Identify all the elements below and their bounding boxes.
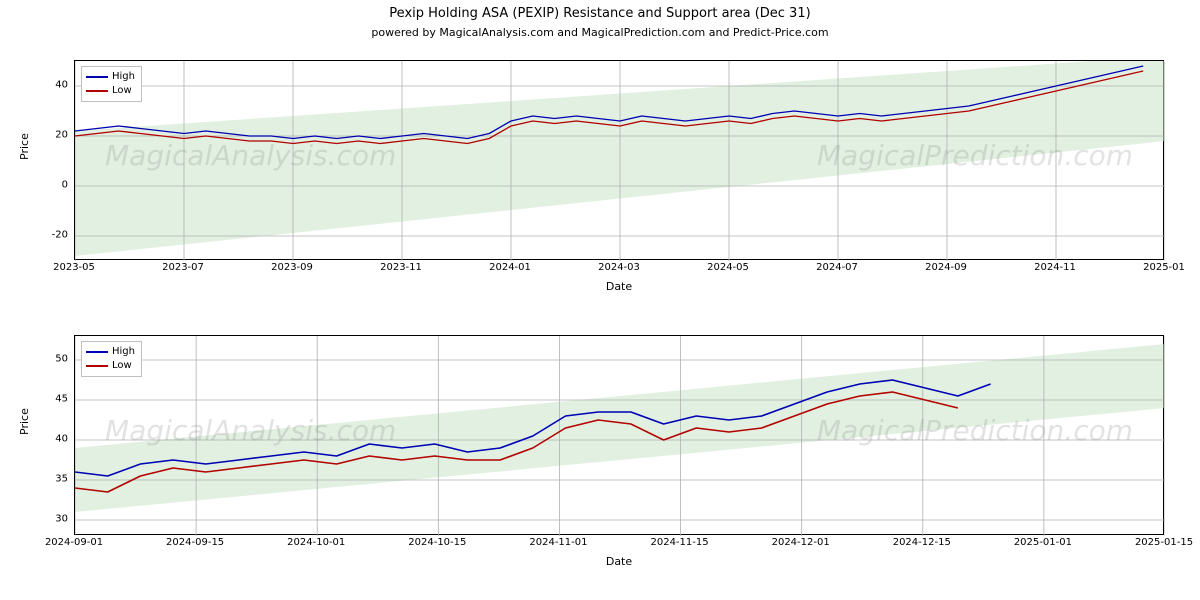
legend-item-high-2: High (86, 345, 135, 359)
figure-subtitle: powered by MagicalAnalysis.com and Magic… (0, 26, 1200, 39)
ytick-label: 30 (55, 514, 68, 525)
xtick-label: 2025-01-01 (1014, 537, 1072, 548)
xtick-label: 2025-01 (1143, 262, 1185, 273)
legend-swatch-low (86, 90, 108, 92)
xtick-label: 2024-11-01 (529, 537, 587, 548)
xtick-label: 2024-12-15 (893, 537, 951, 548)
legend-swatch-high (86, 76, 108, 78)
ytick-label: 35 (55, 474, 68, 485)
ytick-label: 45 (55, 394, 68, 405)
ytick-label: -20 (52, 230, 68, 241)
bottom-chart: MagicalAnalysis.com MagicalPrediction.co… (74, 335, 1164, 535)
xtick-label: 2024-10-15 (408, 537, 466, 548)
bottom-legend: High Low (81, 341, 142, 377)
figure-title: Pexip Holding ASA (PEXIP) Resistance and… (0, 6, 1200, 21)
ytick-label: 50 (55, 354, 68, 365)
xtick-label: 2023-05 (53, 262, 95, 273)
xtick-label: 2024-09-01 (45, 537, 103, 548)
xtick-label: 2024-01 (489, 262, 531, 273)
xtick-label: 2024-10-01 (287, 537, 345, 548)
ytick-label: 20 (55, 130, 68, 141)
xtick-label: 2024-03 (598, 262, 640, 273)
legend-item-low-2: Low (86, 359, 135, 373)
xtick-label: 2023-07 (162, 262, 204, 273)
xtick-label: 2023-09 (271, 262, 313, 273)
figure: Pexip Holding ASA (PEXIP) Resistance and… (0, 0, 1200, 600)
top-chart: MagicalAnalysis.com MagicalPrediction.co… (74, 60, 1164, 260)
top-xlabel: Date (74, 280, 1164, 293)
legend-swatch-high-2 (86, 351, 108, 353)
legend-item-low: Low (86, 84, 135, 98)
ytick-label: 40 (55, 80, 68, 91)
bottom-xticks: 2024-09-012024-09-152024-10-012024-10-15… (74, 537, 1164, 553)
legend-swatch-low-2 (86, 365, 108, 367)
top-xticks: 2023-052023-072023-092023-112024-012024-… (74, 262, 1164, 278)
legend-label-high: High (112, 70, 135, 84)
xtick-label: 2024-09 (925, 262, 967, 273)
ytick-label: 40 (55, 434, 68, 445)
xtick-label: 2024-07 (816, 262, 858, 273)
bottom-chart-svg (75, 336, 1165, 536)
top-legend: High Low (81, 66, 142, 102)
xtick-label: 2024-09-15 (166, 537, 224, 548)
ytick-label: 0 (62, 180, 68, 191)
xtick-label: 2024-05 (707, 262, 749, 273)
xtick-label: 2024-12-01 (772, 537, 830, 548)
xtick-label: 2025-01-15 (1135, 537, 1193, 548)
xtick-label: 2023-11 (380, 262, 422, 273)
xtick-label: 2024-11-15 (650, 537, 708, 548)
legend-item-high: High (86, 70, 135, 84)
legend-label-low: Low (112, 84, 132, 98)
bottom-yticks: 30 35 40 45 50 (0, 335, 74, 535)
legend-label-high-2: High (112, 345, 135, 359)
xtick-label: 2024-11 (1034, 262, 1076, 273)
top-chart-svg (75, 61, 1165, 261)
top-yticks: -20 0 20 40 (0, 60, 74, 260)
legend-label-low-2: Low (112, 359, 132, 373)
bottom-xlabel: Date (74, 555, 1164, 568)
